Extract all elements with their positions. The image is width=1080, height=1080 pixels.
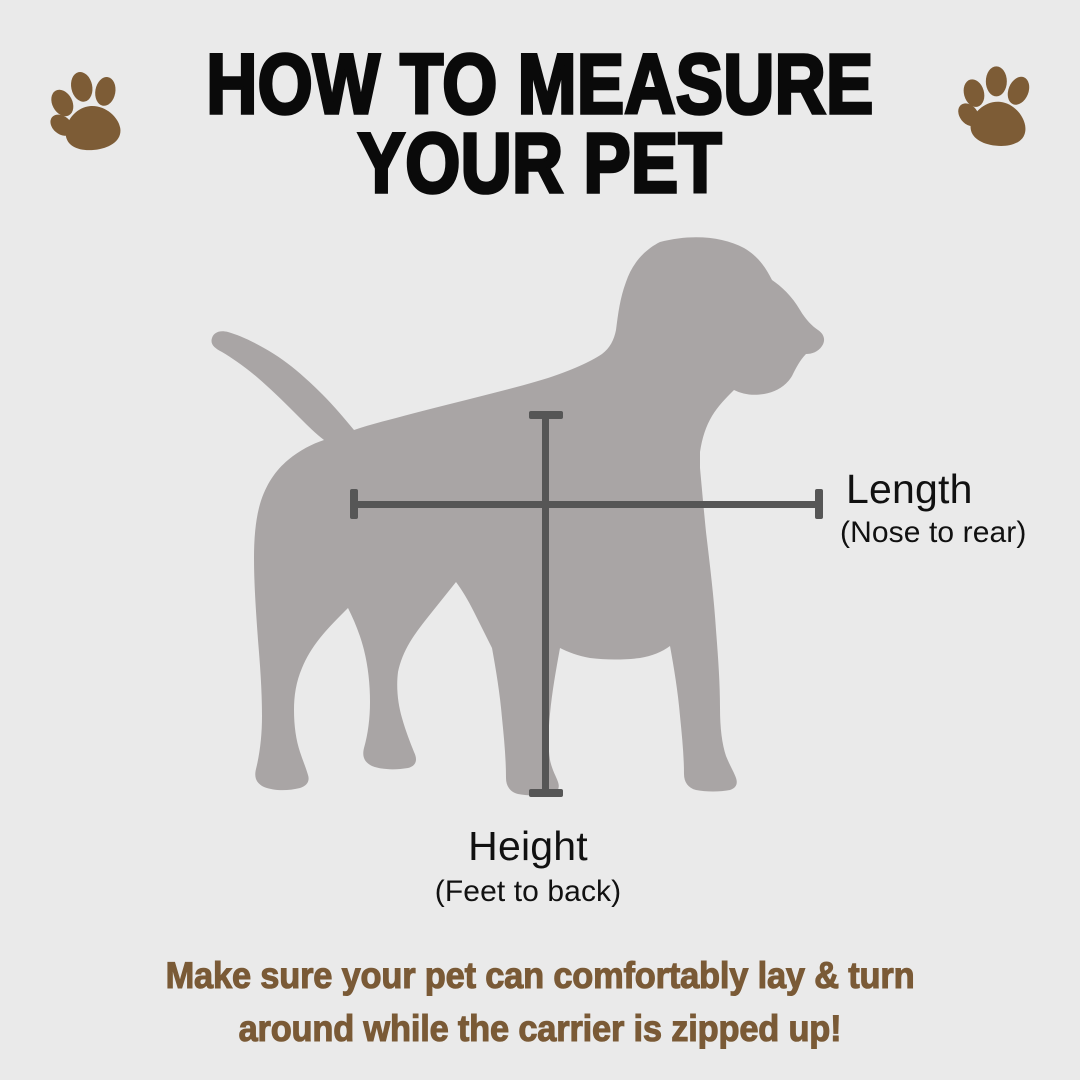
height-measure-line <box>542 413 549 795</box>
height-measure-cap-top <box>529 411 563 419</box>
title-line-1: HOW TO MEASURE <box>205 37 875 132</box>
measurement-diagram: Length (Nose to rear) Height (Feet to ba… <box>0 200 1080 940</box>
length-measure-cap-start <box>350 489 358 519</box>
dog-silhouette <box>0 200 1080 820</box>
page-title: HOW TO MEASURE YOUR PET <box>0 37 1080 207</box>
title-line-2: YOUR PET <box>356 116 723 211</box>
length-label: Length <box>846 466 973 512</box>
length-measure-line <box>352 501 822 508</box>
header: HOW TO MEASURE YOUR PET <box>0 0 1080 210</box>
paw-print-icon <box>43 58 138 158</box>
height-sublabel: (Feet to back) <box>434 875 622 909</box>
footer-line-2: around while the carrier is zipped up! <box>238 1007 842 1049</box>
footer-note: Make sure your pet can comfortably lay &… <box>0 950 1080 1055</box>
length-measure-cap-end <box>815 489 823 519</box>
height-label-group: Height (Feet to back) <box>0 823 1068 911</box>
height-measure-cap-bottom <box>529 789 563 797</box>
footer-line-1: Make sure your pet can comfortably lay &… <box>165 954 915 996</box>
paw-print-icon <box>953 54 1048 154</box>
length-sublabel: (Nose to rear) <box>840 516 1027 550</box>
height-label: Height <box>468 823 588 869</box>
length-label-group: Length (Nose to rear) <box>840 466 1027 552</box>
